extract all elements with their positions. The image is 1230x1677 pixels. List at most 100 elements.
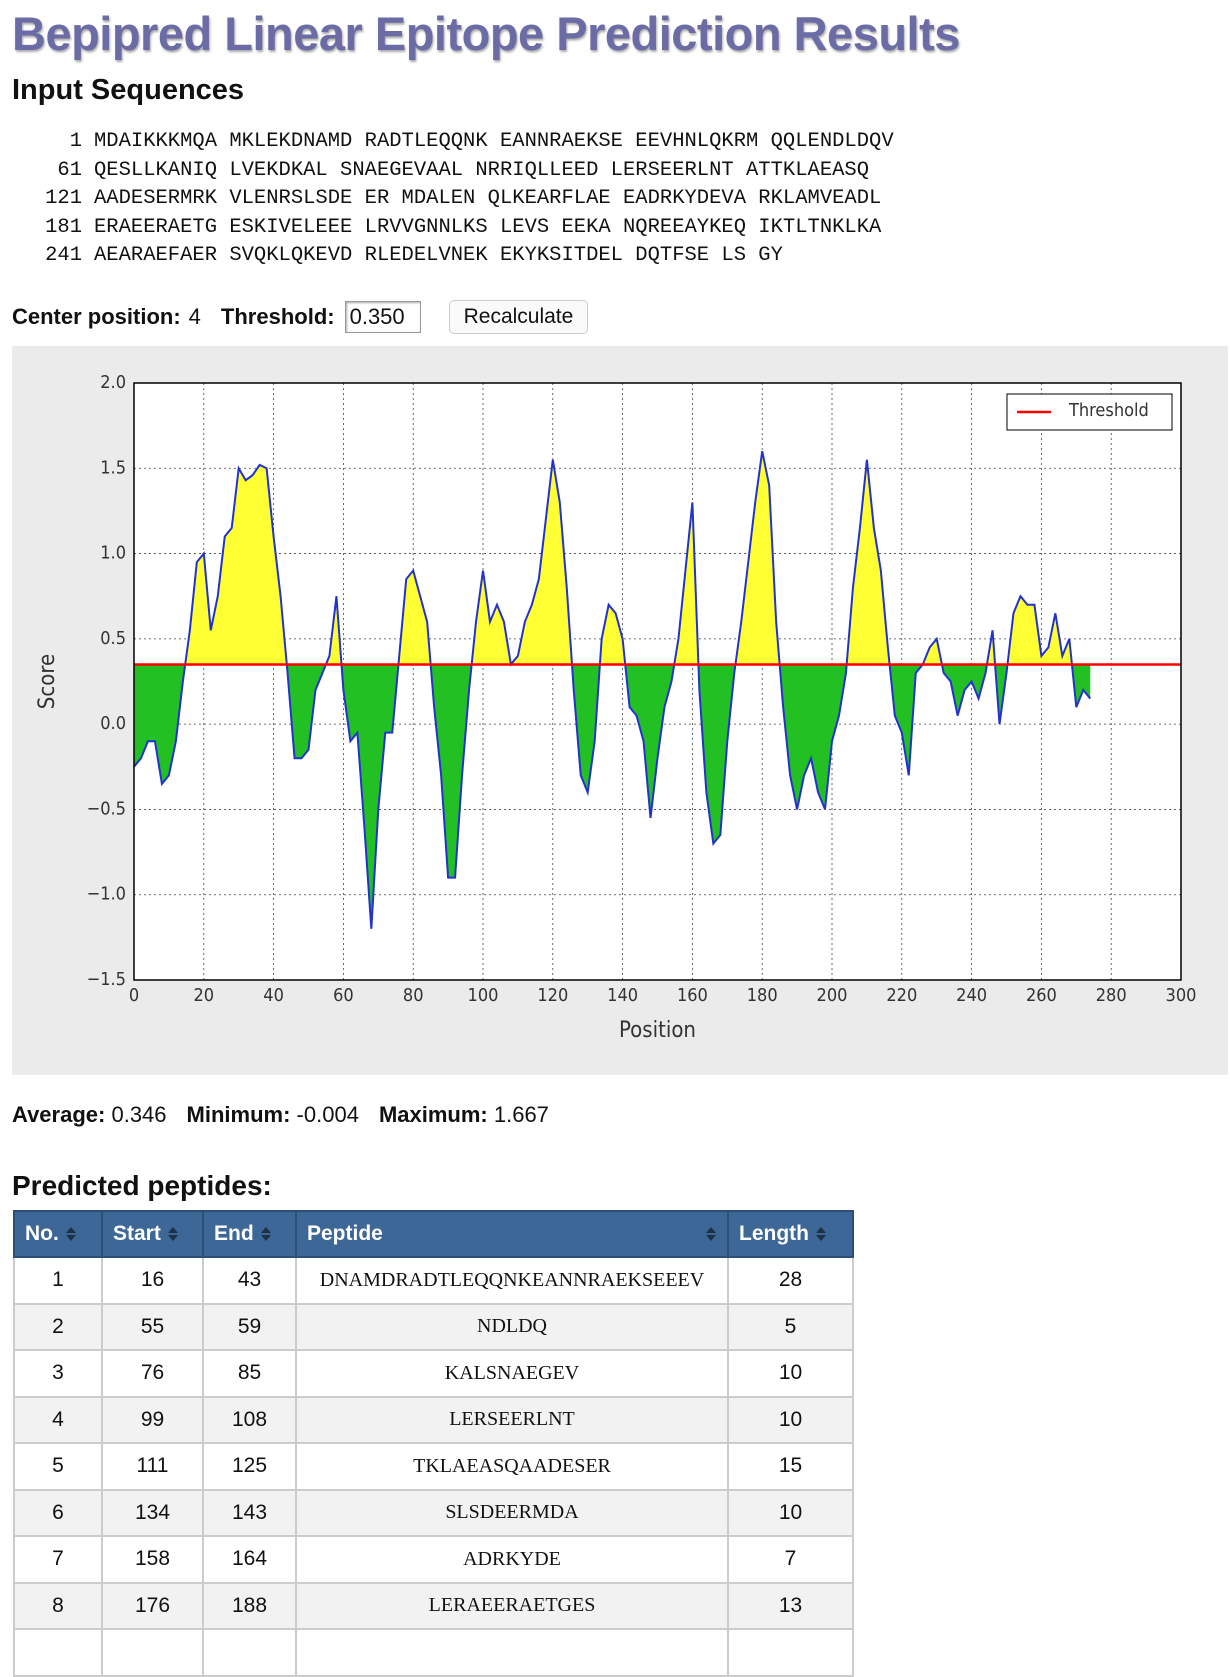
sort-icon xyxy=(706,1227,716,1241)
sequence-start: 181 xyxy=(45,215,82,239)
table-row: 8 176 188 LERAEERAETGES 13 xyxy=(13,1581,854,1630)
threshold-input[interactable]: 0.350 xyxy=(344,301,421,333)
sequence-line: 121 AADESERMRK VLENRSLSDE ER MDALEN QLKEA… xyxy=(30,185,894,214)
label: Center position: xyxy=(12,304,181,329)
table-cell: 10 xyxy=(727,1488,854,1537)
table-cell: 6 xyxy=(13,1488,103,1537)
column-header[interactable]: No. xyxy=(13,1210,103,1258)
table-row: 2 55 59 NDLDQ 5 xyxy=(13,1302,854,1351)
sort-arrows xyxy=(706,1227,716,1241)
y-tick-label: 0.0 xyxy=(100,713,126,734)
x-tick-label: 260 xyxy=(1026,985,1057,1006)
sort-icon xyxy=(260,1227,271,1242)
table-cell: 8 xyxy=(13,1581,103,1630)
table-cell: TKLAEASQAADESER xyxy=(295,1442,729,1491)
page: Bepipred Linear Epitope Prediction Resul… xyxy=(12,7,1228,1677)
sequence-line: 61 QESLLKANIQ LVEKDKAL SNAEGEVAAL NRRIQLL… xyxy=(30,157,894,186)
y-tick-label: −0.5 xyxy=(87,798,126,819)
x-tick-label: 60 xyxy=(333,985,354,1006)
x-tick-label: 180 xyxy=(747,985,778,1006)
header-content: Length xyxy=(739,1222,827,1245)
table-cell xyxy=(202,1628,297,1677)
x-tick-label: 300 xyxy=(1166,985,1197,1006)
sequence-text: QESLLKANIQ LVEKDKAL SNAEGEVAAL NRRIQLLEE… xyxy=(94,158,870,182)
sequence-start: 1 xyxy=(69,130,82,153)
stat-value: 0.346 xyxy=(111,1102,167,1127)
table-cell: 13 xyxy=(727,1581,854,1630)
table-cell: 108 xyxy=(202,1395,297,1444)
page-title: Bepipred Linear Epitope Prediction Resul… xyxy=(12,7,960,60)
recalculate-button[interactable]: Recalculate xyxy=(448,300,589,334)
table-cell: 59 xyxy=(202,1302,297,1351)
x-tick-label: 200 xyxy=(817,985,848,1006)
table-cell: 55 xyxy=(101,1302,204,1351)
sequence-line: 241 AEARAEFAER SVQKLQKEVD RLEDELVNEK EKYK… xyxy=(30,242,894,271)
table-cell: 5 xyxy=(13,1442,103,1491)
table-cell: 15 xyxy=(727,1442,854,1491)
x-tick-label: 280 xyxy=(1096,985,1127,1006)
table-cell: DNAMDRADTLEQQNKEANNRAEKSEEEV xyxy=(295,1256,729,1305)
sort-icon xyxy=(65,1227,76,1242)
table-row xyxy=(13,1628,854,1677)
table-cell: 2 xyxy=(13,1302,103,1351)
sequence-text: MDAIKKKMQA MKLEKDNAMD RADTLEQQNK EANNRAE… xyxy=(94,130,894,153)
table-cell: 43 xyxy=(202,1256,297,1305)
table-cell: 85 xyxy=(202,1349,297,1398)
header-text: Peptide xyxy=(307,1222,383,1245)
column-header[interactable]: Start xyxy=(101,1210,204,1258)
table-cell: 99 xyxy=(101,1395,204,1444)
table-row: 6 134 143 SLSDEERMDA 10 xyxy=(13,1488,854,1537)
sequence-line: 181 ERAEERAETG ESKIVELEEE LRVVGNNLKS LEVS… xyxy=(30,214,894,243)
table-cell: 125 xyxy=(202,1442,297,1491)
header-text: End xyxy=(214,1222,254,1245)
score-line xyxy=(133,451,1092,929)
header-text: Length xyxy=(739,1222,809,1245)
x-tick-label: 160 xyxy=(677,985,708,1006)
stat-value: -0.004 xyxy=(296,1102,359,1127)
table-cell: KALSNAEGEV xyxy=(295,1349,729,1398)
table-cell: 10 xyxy=(727,1349,854,1398)
table-cell: 4 xyxy=(13,1395,103,1444)
table-cell xyxy=(13,1628,103,1677)
table-cell: 188 xyxy=(202,1581,297,1630)
chart-container: 0 20 40 60 80 100 120 140 160 180 200 220 240 260 280 3… xyxy=(12,346,1228,1075)
stat-value: 1.667 xyxy=(493,1102,549,1127)
sequence-line: 1 MDAIKKKMQA MKLEKDNAMD RADTLEQQNK EANNRA… xyxy=(30,128,894,157)
column-header[interactable]: Length xyxy=(727,1210,854,1258)
table-cell xyxy=(295,1628,729,1677)
sequence-text: AEARAEFAER SVQKLQKEVD RLEDELVNEK EKYKSIT… xyxy=(94,244,783,267)
table-cell: 28 xyxy=(727,1256,854,1305)
sequence-start: 61 xyxy=(57,158,82,182)
y-tick-label: −1.5 xyxy=(87,969,126,990)
column-header[interactable]: End xyxy=(202,1210,297,1258)
table-cell: 16 xyxy=(101,1256,204,1305)
table-cell: 3 xyxy=(13,1349,103,1398)
table-cell: LERAEERAETGES xyxy=(295,1581,729,1630)
header-content: No. xyxy=(25,1222,77,1245)
x-tick-label: 80 xyxy=(403,985,424,1006)
form: Center position: 4 Threshold: 0.350 Reca… xyxy=(12,300,589,334)
x-tick-label: 140 xyxy=(607,985,638,1006)
header-content: End xyxy=(214,1222,272,1245)
legend-label: Threshold xyxy=(1068,400,1149,421)
sort-icon xyxy=(167,1227,178,1242)
label: Threshold: xyxy=(220,304,335,329)
sort-arrows xyxy=(65,1227,76,1242)
column-header[interactable]: Peptide xyxy=(295,1210,729,1258)
chart: 0 20 40 60 80 100 120 140 160 180 200 220 240 260 280 3… xyxy=(35,372,1197,1043)
y-tick-label: 0.5 xyxy=(100,628,126,649)
stat: Minimum: -0.004 xyxy=(187,1102,359,1127)
table-cell: 164 xyxy=(202,1535,297,1584)
table-cell: NDLDQ xyxy=(295,1302,729,1351)
area-below-threshold xyxy=(134,664,1091,929)
table-cell: 5 xyxy=(727,1302,854,1351)
sequence-start: 241 xyxy=(45,244,82,267)
y-tick-label: 1.5 xyxy=(100,457,126,478)
section-title: Predicted peptides: xyxy=(12,1170,272,1201)
stat-label: Average: xyxy=(12,1102,106,1127)
x-axis-label: Position xyxy=(619,1018,696,1043)
header-content: Start xyxy=(113,1222,179,1245)
x-tick-label: 120 xyxy=(537,985,568,1006)
x-tick-label: 220 xyxy=(886,985,917,1006)
sequence-text: AADESERMRK VLENRSLSDE ER MDALEN QLKEARFL… xyxy=(94,187,882,210)
